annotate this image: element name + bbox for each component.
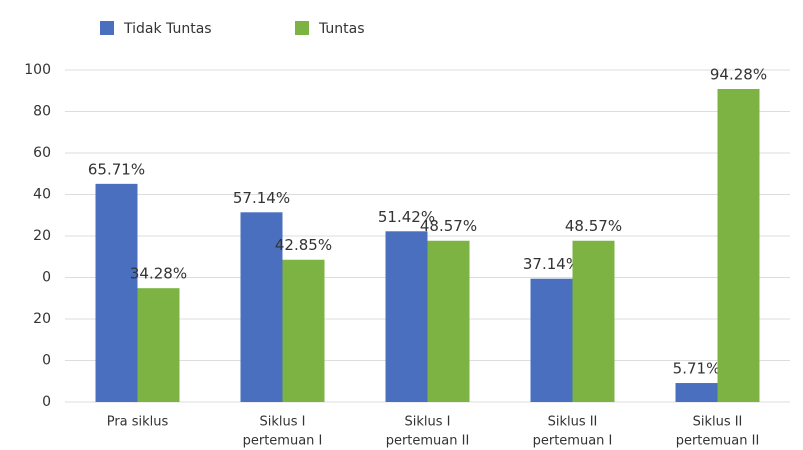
- x-tick-label: Siklus II: [548, 415, 598, 430]
- y-tick-label: 20: [33, 311, 51, 327]
- x-tick-label: Siklus I: [405, 415, 451, 430]
- x-tick-label: pertemuan II: [386, 434, 470, 449]
- x-tick-label: Siklus I: [260, 415, 306, 430]
- x-tick-label: Siklus II: [693, 415, 743, 430]
- value-label: 5.71%: [673, 360, 721, 378]
- value-label: 37.14%: [523, 255, 580, 273]
- x-tick-label: Pra siklus: [107, 415, 169, 430]
- x-tick-label: pertemuan II: [676, 434, 760, 449]
- y-tick-label: 40: [33, 187, 51, 203]
- value-label: 51.42%: [378, 208, 435, 226]
- value-label: 65.71%: [88, 160, 145, 178]
- bar: [675, 383, 718, 402]
- bar: [95, 183, 138, 402]
- y-tick-label: 0: [42, 394, 51, 410]
- y-tick-label: 0: [42, 353, 51, 369]
- y-tick-label: 80: [33, 104, 51, 120]
- bar: [282, 259, 325, 402]
- bar: [530, 278, 573, 402]
- x-tick-label: pertemuan I: [243, 434, 323, 449]
- value-label: 48.57%: [565, 217, 622, 235]
- legend-label: Tuntas: [318, 21, 365, 37]
- bar: [137, 288, 180, 402]
- bar: [385, 231, 428, 402]
- legend-label: Tidak Tuntas: [123, 21, 212, 37]
- bar: [717, 88, 760, 402]
- value-label: 48.57%: [420, 217, 477, 235]
- value-label: 34.28%: [130, 265, 187, 283]
- bar: [240, 212, 283, 402]
- legend-swatch: [295, 21, 309, 35]
- value-label: 42.85%: [275, 236, 332, 254]
- x-tick-label: pertemuan I: [533, 434, 613, 449]
- y-tick-label: 60: [33, 145, 51, 161]
- value-label: 94.28%: [710, 65, 767, 83]
- y-tick-label: 20: [33, 228, 51, 244]
- value-label: 57.14%: [233, 189, 290, 207]
- y-tick-label: 0: [42, 270, 51, 286]
- bar: [427, 240, 470, 402]
- legend-swatch: [100, 21, 114, 35]
- bar: [572, 240, 615, 402]
- y-tick-label: 100: [24, 62, 51, 78]
